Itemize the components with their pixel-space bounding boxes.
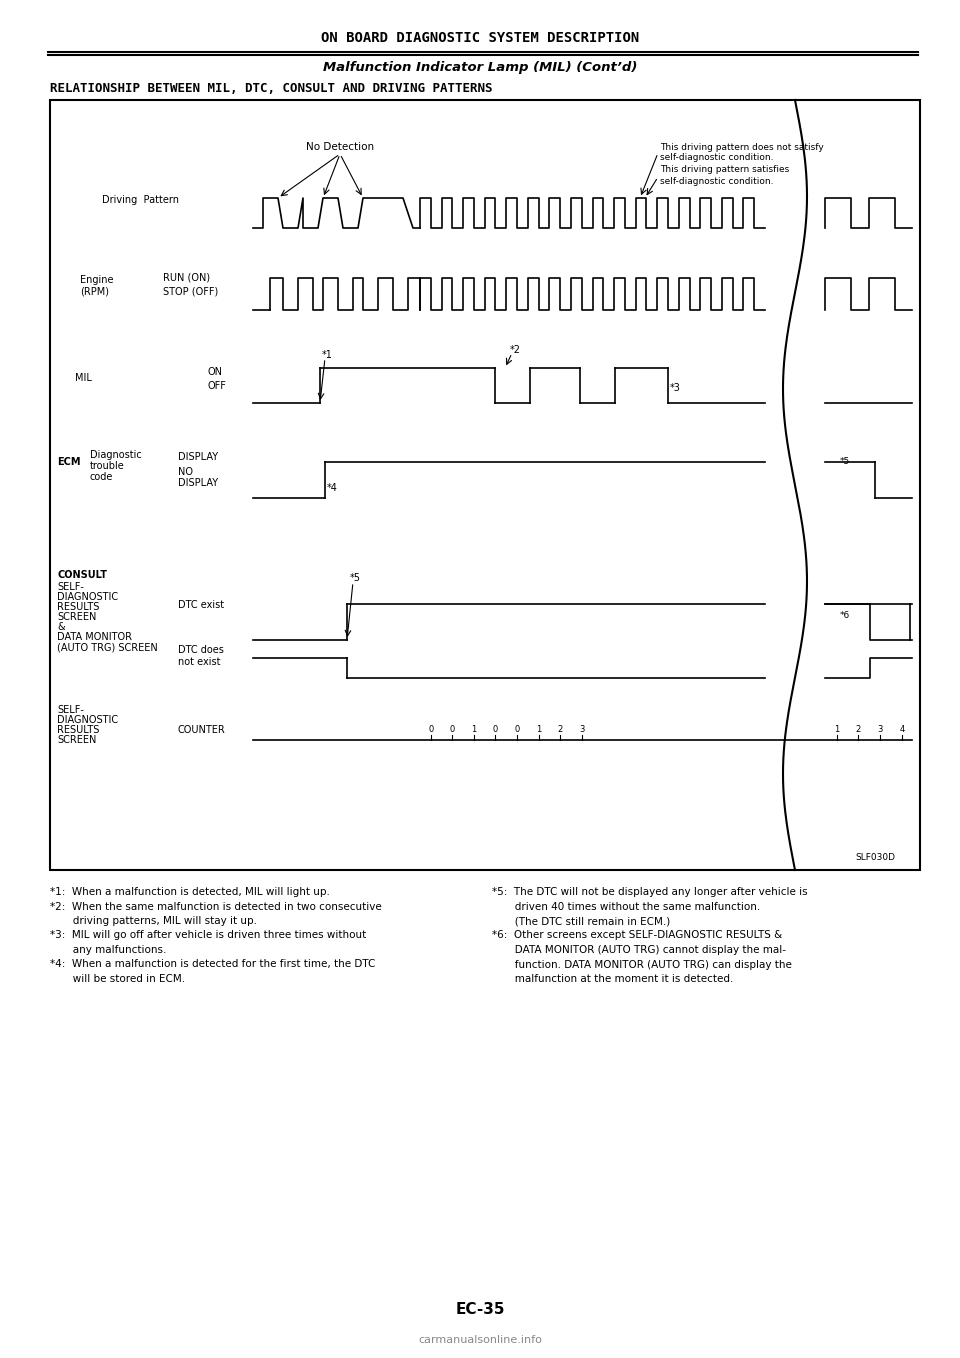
Text: NO: NO (178, 467, 193, 477)
Text: *1: *1 (322, 350, 333, 360)
Text: *2: *2 (510, 345, 521, 354)
Text: *5: *5 (840, 458, 851, 467)
Text: *5:  The DTC will not be displayed any longer after vehicle is: *5: The DTC will not be displayed any lo… (492, 887, 807, 898)
Text: self-diagnostic condition.: self-diagnostic condition. (660, 177, 774, 186)
Text: *1:  When a malfunction is detected, MIL will light up.: *1: When a malfunction is detected, MIL … (50, 887, 330, 898)
Text: *4: *4 (327, 483, 338, 493)
Text: DTC exist: DTC exist (178, 600, 224, 610)
Text: COUNTER: COUNTER (178, 725, 226, 735)
Text: not exist: not exist (178, 657, 221, 667)
Text: 0: 0 (428, 725, 433, 733)
Text: MIL: MIL (75, 373, 92, 383)
Text: any malfunctions.: any malfunctions. (50, 945, 166, 955)
Text: driven 40 times without the same malfunction.: driven 40 times without the same malfunc… (492, 902, 760, 911)
Text: (AUTO TRG) SCREEN: (AUTO TRG) SCREEN (57, 642, 157, 652)
Text: RESULTS: RESULTS (57, 602, 100, 612)
Text: OFF: OFF (207, 382, 226, 391)
Text: Driving  Pattern: Driving Pattern (102, 196, 179, 205)
Text: STOP (OFF): STOP (OFF) (163, 287, 218, 296)
Text: code: code (90, 473, 113, 482)
Text: carmanualsonline.info: carmanualsonline.info (418, 1335, 542, 1344)
Text: 1: 1 (834, 725, 839, 733)
Text: 1: 1 (471, 725, 476, 733)
Text: CONSULT: CONSULT (57, 570, 107, 580)
Text: DIAGNOSTIC: DIAGNOSTIC (57, 592, 118, 602)
Text: 2: 2 (558, 725, 563, 733)
Text: *4:  When a malfunction is detected for the first time, the DTC: *4: When a malfunction is detected for t… (50, 960, 375, 970)
Text: *6: *6 (840, 611, 851, 619)
Text: 3: 3 (877, 725, 882, 733)
Text: No Detection: No Detection (306, 143, 374, 152)
Text: *3: *3 (670, 383, 681, 392)
Text: malfunction at the moment it is detected.: malfunction at the moment it is detected… (492, 974, 733, 985)
Text: *6:  Other screens except SELF-DIAGNOSTIC RESULTS &: *6: Other screens except SELF-DIAGNOSTIC… (492, 930, 782, 941)
Text: 3: 3 (579, 725, 585, 733)
Text: RESULTS: RESULTS (57, 725, 100, 735)
Text: RELATIONSHIP BETWEEN MIL, DTC, CONSULT AND DRIVING PATTERNS: RELATIONSHIP BETWEEN MIL, DTC, CONSULT A… (50, 81, 492, 95)
Text: SCREEN: SCREEN (57, 612, 96, 622)
Text: SELF-: SELF- (57, 705, 84, 716)
Text: This driving pattern satisfies: This driving pattern satisfies (660, 166, 789, 174)
Text: DISPLAY: DISPLAY (178, 452, 218, 462)
Text: will be stored in ECM.: will be stored in ECM. (50, 974, 185, 985)
Text: self-diagnostic condition.: self-diagnostic condition. (660, 153, 774, 163)
Text: trouble: trouble (90, 460, 125, 471)
Text: driving patterns, MIL will stay it up.: driving patterns, MIL will stay it up. (50, 917, 257, 926)
Text: 0: 0 (449, 725, 455, 733)
Text: EC-35: EC-35 (455, 1302, 505, 1317)
Text: DIAGNOSTIC: DIAGNOSTIC (57, 716, 118, 725)
Text: 4: 4 (900, 725, 904, 733)
Text: DTC does: DTC does (178, 645, 224, 655)
Text: (RPM): (RPM) (80, 287, 109, 296)
Text: function. DATA MONITOR (AUTO TRG) can display the: function. DATA MONITOR (AUTO TRG) can di… (492, 960, 792, 970)
Text: SCREEN: SCREEN (57, 735, 96, 746)
Text: 0: 0 (515, 725, 519, 733)
Text: This driving pattern does not satisfy: This driving pattern does not satisfy (660, 143, 824, 152)
Text: SLF030D: SLF030D (855, 853, 895, 861)
Text: DATA MONITOR (AUTO TRG) cannot display the mal-: DATA MONITOR (AUTO TRG) cannot display t… (492, 945, 786, 955)
Text: Diagnostic: Diagnostic (90, 449, 142, 460)
Text: Engine: Engine (80, 276, 113, 285)
Text: ON: ON (207, 367, 222, 378)
Text: 1: 1 (536, 725, 541, 733)
Text: SELF-: SELF- (57, 583, 84, 592)
Text: *3:  MIL will go off after vehicle is driven three times without: *3: MIL will go off after vehicle is dri… (50, 930, 367, 941)
Text: 0: 0 (492, 725, 498, 733)
Text: ECM: ECM (57, 458, 81, 467)
Text: Malfunction Indicator Lamp (MIL) (Cont’d): Malfunction Indicator Lamp (MIL) (Cont’d… (323, 61, 637, 75)
Bar (50, 100, 920, 870)
Text: *2:  When the same malfunction is detected in two consecutive: *2: When the same malfunction is detecte… (50, 902, 382, 911)
Text: &: & (57, 622, 64, 631)
Text: (The DTC still remain in ECM.): (The DTC still remain in ECM.) (492, 917, 670, 926)
Text: ON BOARD DIAGNOSTIC SYSTEM DESCRIPTION: ON BOARD DIAGNOSTIC SYSTEM DESCRIPTION (321, 31, 639, 45)
Text: *5: *5 (350, 573, 361, 583)
Text: RUN (ON): RUN (ON) (163, 273, 210, 282)
Text: 2: 2 (855, 725, 861, 733)
Text: DISPLAY: DISPLAY (178, 478, 218, 488)
Text: DATA MONITOR: DATA MONITOR (57, 631, 132, 642)
